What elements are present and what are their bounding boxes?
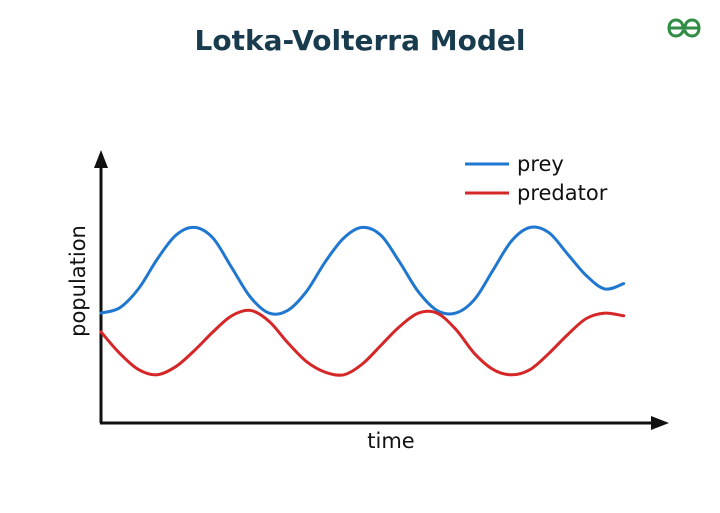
series-layer	[99, 225, 626, 377]
x-axis-arrow-icon	[651, 416, 669, 430]
geeksforgeeks-logo-icon	[667, 18, 701, 38]
x-axis-label: time	[367, 429, 414, 453]
y-axis-arrow-icon	[94, 150, 108, 168]
axes	[94, 150, 669, 430]
y-axis-label: population	[66, 225, 90, 337]
legend-label-prey: prey	[517, 152, 564, 176]
series-line-prey	[99, 225, 626, 316]
legend-label-predator: predator	[517, 181, 608, 205]
page-title: Lotka-Volterra Model	[194, 24, 526, 57]
series-line-predator	[99, 308, 626, 377]
legend: prey predator	[465, 152, 608, 205]
